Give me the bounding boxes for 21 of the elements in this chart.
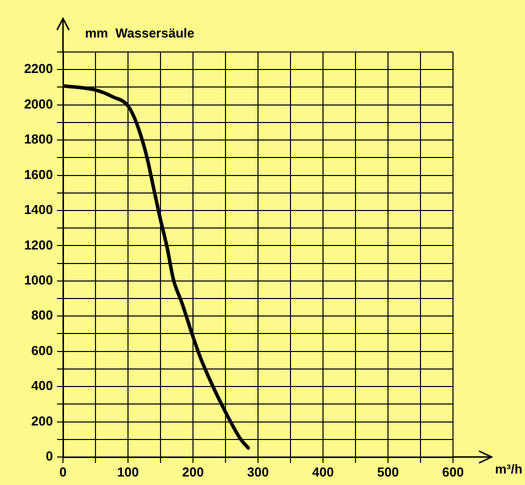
y-tick-label: 0 xyxy=(46,448,53,464)
y-axis-title: mm Wassersäule xyxy=(85,26,194,41)
y-tick-label: 400 xyxy=(31,378,53,394)
x-tick-label: 400 xyxy=(312,464,334,480)
y-tick-label: 1200 xyxy=(24,237,53,252)
x-tick-label: 500 xyxy=(377,464,399,480)
x-tick-label: 0 xyxy=(59,464,67,480)
x-axis-title: m³/h xyxy=(495,462,522,477)
y-tick-label: 1000 xyxy=(24,272,53,288)
y-tick-label: 1800 xyxy=(24,132,53,147)
y-tick-label: 200 xyxy=(31,413,53,428)
x-tick-label: 300 xyxy=(247,464,269,480)
y-tick-label: 800 xyxy=(31,308,53,323)
y-tick-label: 1400 xyxy=(24,202,53,218)
x-tick-label: 600 xyxy=(442,464,464,480)
x-tick-label: 200 xyxy=(182,464,204,480)
y-tick-label: 2000 xyxy=(24,96,53,112)
y-tick-label: 2200 xyxy=(24,61,53,76)
x-tick-label: 100 xyxy=(117,464,139,480)
y-tick-label: 1600 xyxy=(24,166,53,182)
y-tick-label: 600 xyxy=(31,342,53,358)
